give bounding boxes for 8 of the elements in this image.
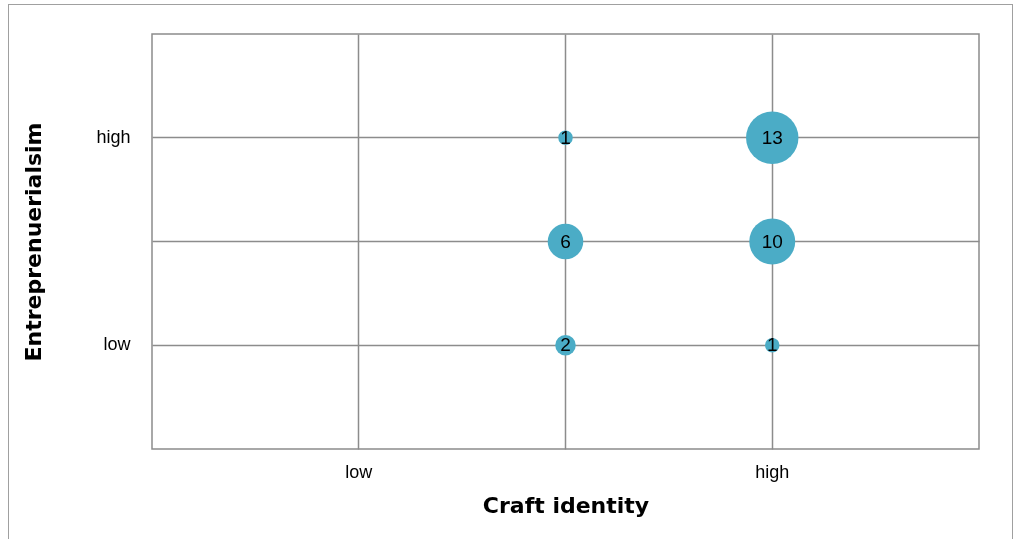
data-label: 13 — [761, 126, 783, 148]
x-axis-title: Craft identity — [482, 492, 650, 518]
y-axis-title: Entreprenuerialsim — [21, 122, 47, 362]
data-label: 2 — [560, 334, 571, 356]
data-label: 6 — [560, 230, 571, 252]
data-label: 1 — [766, 334, 778, 356]
data-label: 1 — [560, 126, 571, 148]
data-label: 10 — [761, 230, 783, 252]
